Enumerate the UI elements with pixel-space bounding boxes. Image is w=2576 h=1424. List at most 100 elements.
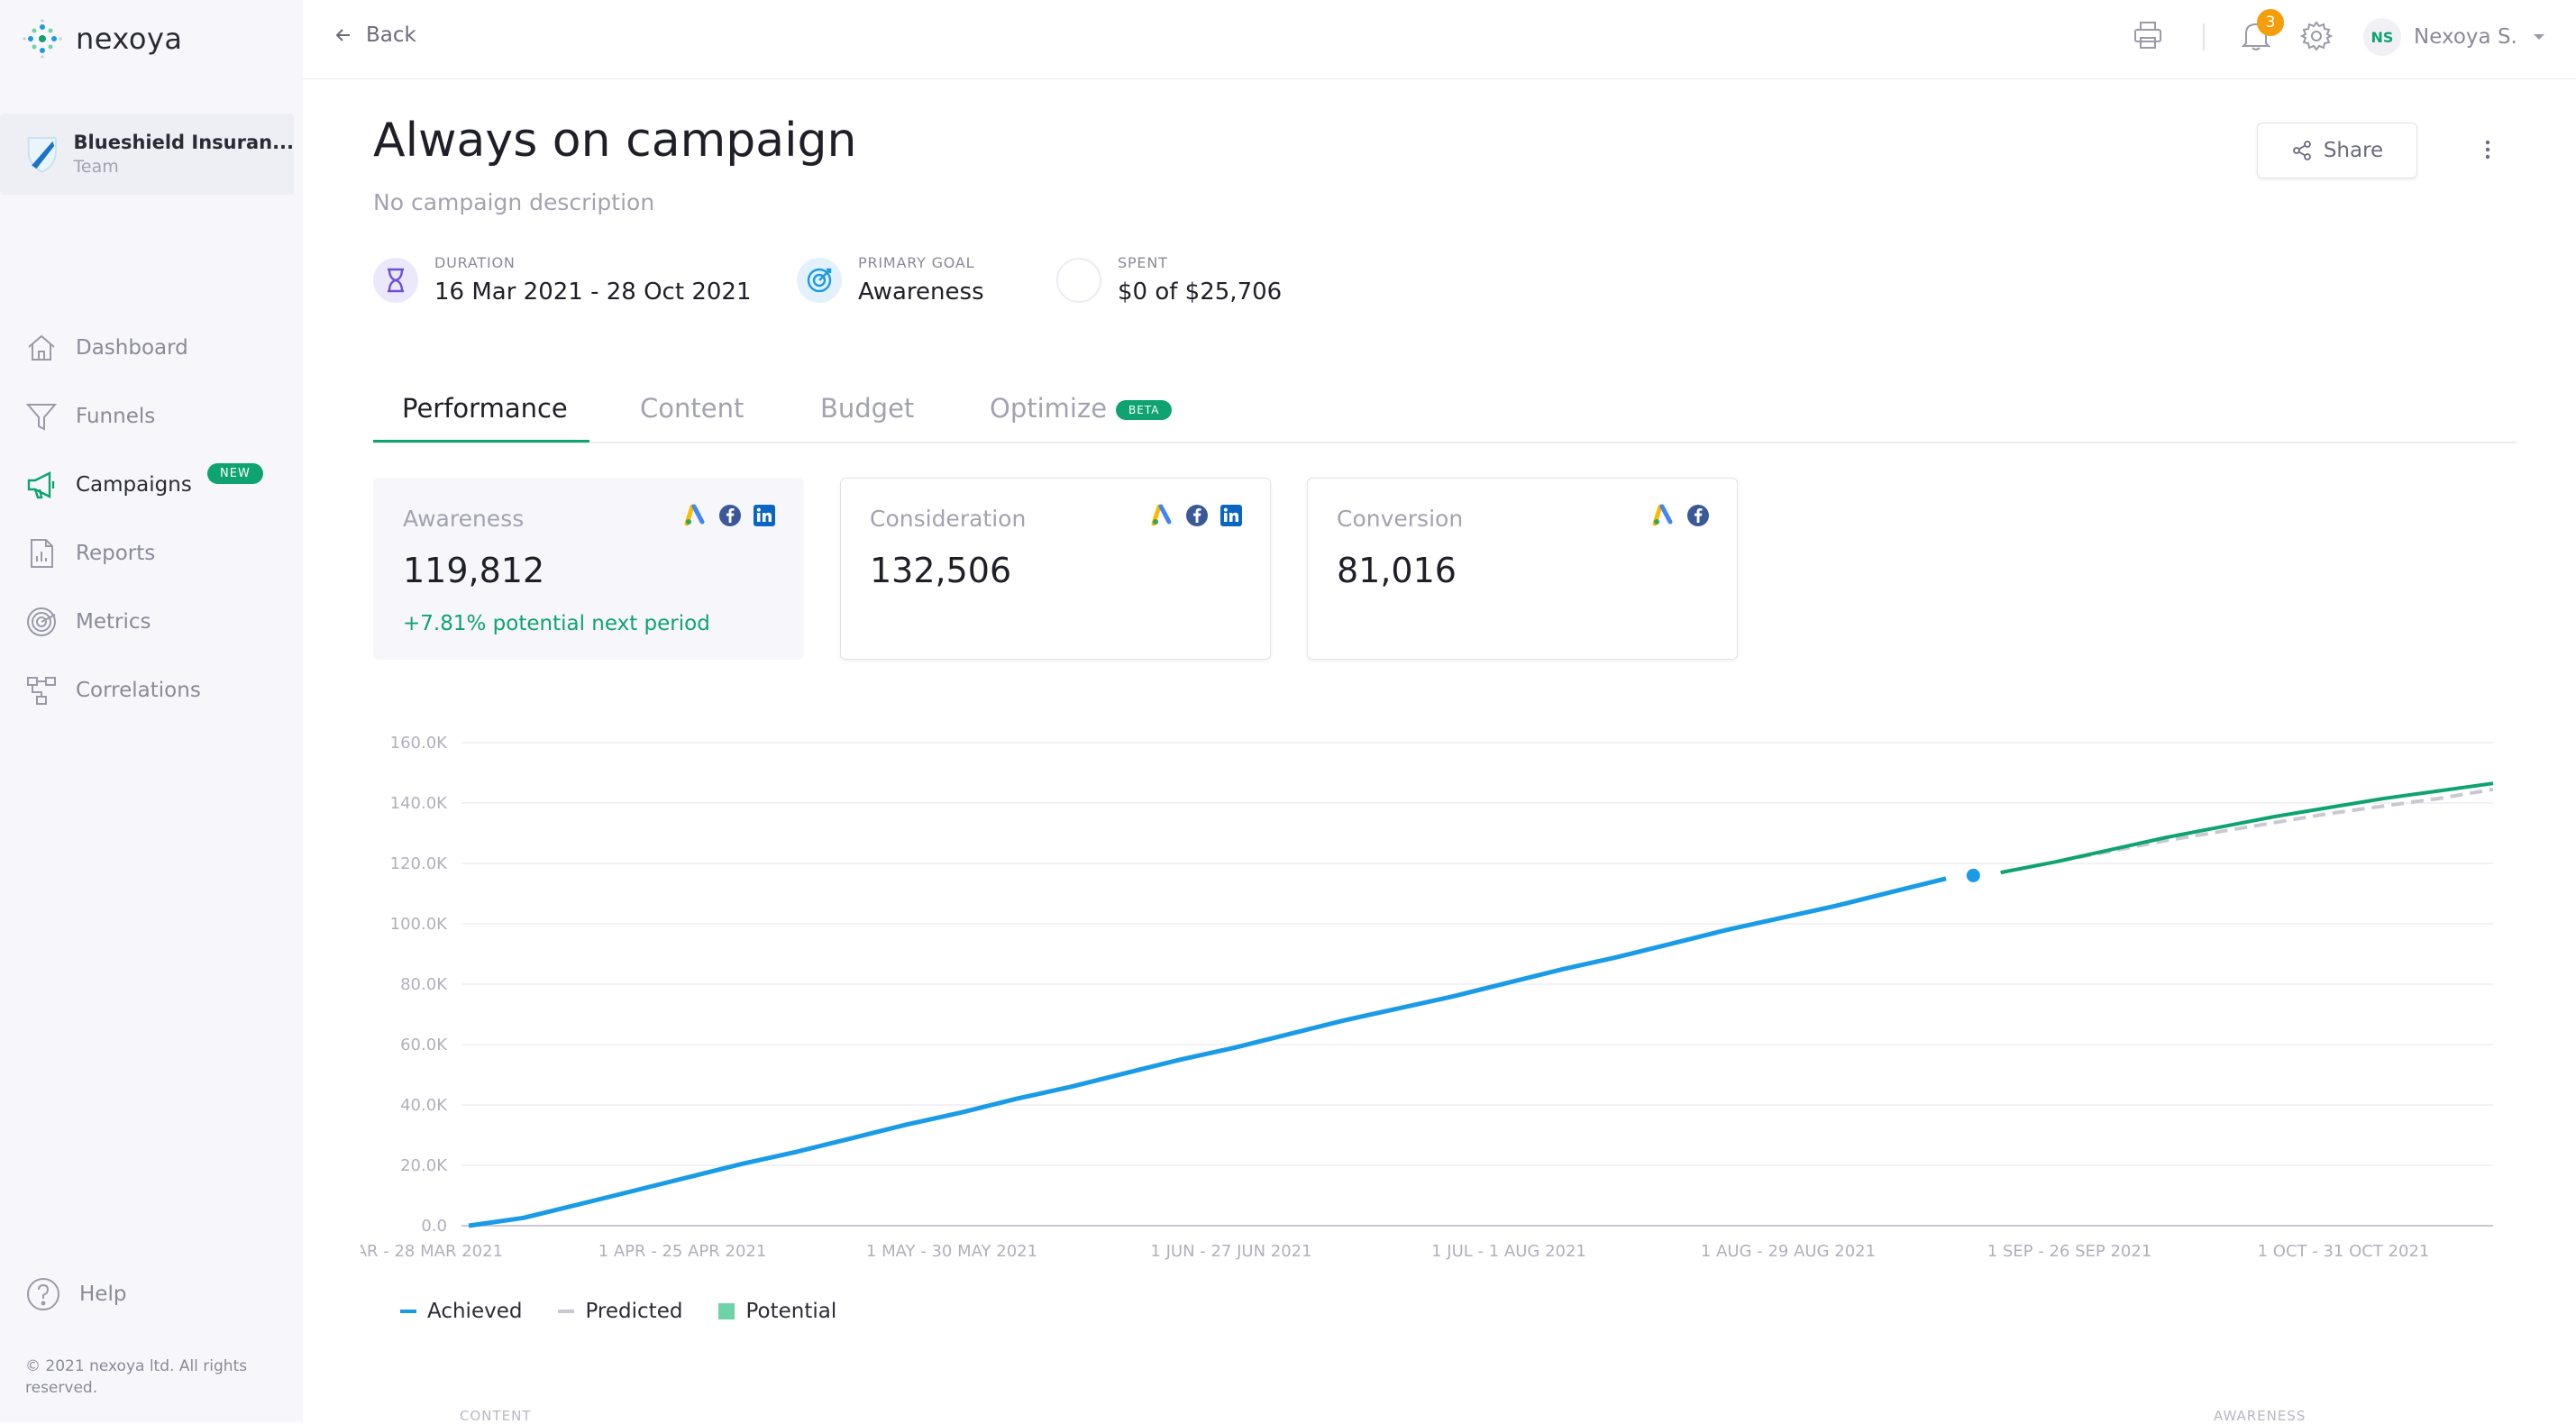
help-icon: [27, 1278, 59, 1310]
y-tick-label: 120.0K: [390, 854, 449, 873]
funnel-icon: [25, 404, 58, 431]
arrow-left-icon: [335, 29, 350, 41]
kpi-label: Awareness: [403, 506, 525, 532]
sidebar-item-reports[interactable]: Reports: [0, 519, 303, 588]
team-shield-icon: [27, 137, 57, 173]
achieved-swatch: [400, 1310, 416, 1313]
kpi-label: Consideration: [870, 506, 1027, 532]
back-button[interactable]: Back: [333, 23, 416, 47]
team-type: Team: [73, 157, 119, 177]
user-menu[interactable]: NS Nexoya S.: [2363, 18, 2548, 56]
sidebar-item-metrics[interactable]: Metrics: [0, 588, 303, 656]
user-name: Nexoya S.: [2414, 25, 2517, 49]
kpi-potential: +7.81% potential next period: [403, 612, 710, 635]
share-button[interactable]: Share: [2257, 123, 2417, 178]
settings-button[interactable]: [2299, 20, 2334, 56]
kpi-card-conversion[interactable]: Conversion 81,016: [1307, 478, 1738, 660]
x-tick-label: 1 APR - 25 APR 2021: [598, 1242, 767, 1261]
campaign-tabs: Performance Content Budget Optimize BETA: [373, 384, 2517, 443]
tab-optimize[interactable]: Optimize BETA: [990, 393, 1173, 424]
avatar: NS: [2363, 18, 2401, 56]
sidebar-item-label: Metrics: [76, 610, 151, 634]
potential-series-line: [2000, 781, 2494, 875]
kpi-value: 132,506: [870, 551, 1012, 590]
facebook-icon: [1186, 505, 1208, 526]
y-tick-label: 60.0K: [400, 1036, 448, 1054]
tab-content[interactable]: Content: [640, 393, 744, 424]
x-tick-label: 1 AUG - 29 AUG 2021: [1701, 1242, 1876, 1261]
team-switcher[interactable]: Blueshield Insuran... Team: [0, 114, 294, 195]
help-label: Help: [79, 1283, 127, 1306]
x-tick-label: 1 JUL - 1 AUG 2021: [1431, 1242, 1586, 1261]
home-icon: [28, 334, 55, 361]
channel-icons: [684, 504, 776, 527]
achieved-series-line: [468, 876, 1947, 1228]
app-logo[interactable]: nexoya: [22, 18, 182, 59]
back-label: Back: [366, 23, 416, 47]
gear-icon: [2299, 21, 2334, 51]
more-options-button[interactable]: [2480, 137, 2495, 166]
sidebar-item-label: Dashboard: [76, 336, 188, 360]
toolbar-divider: [2203, 23, 2205, 50]
campaign-description: No campaign description: [373, 189, 655, 215]
sidebar-item-label: Reports: [76, 542, 156, 565]
duration-label: DURATION: [434, 254, 516, 271]
duration-info: DURATION 16 Mar 2021 - 28 Oct 2021: [373, 254, 751, 306]
sidebar-item-correlations[interactable]: Correlations: [0, 656, 303, 725]
duration-value: 16 Mar 2021 - 28 Oct 2021: [434, 278, 752, 306]
legend-label: Achieved: [427, 1300, 523, 1323]
spent-label: SPENT: [1118, 254, 1168, 271]
legend-label: Predicted: [585, 1300, 683, 1323]
y-tick-label: 20.0K: [400, 1156, 448, 1175]
legend-item-predicted[interactable]: Predicted: [558, 1300, 682, 1323]
legend-item-achieved[interactable]: Achieved: [400, 1300, 522, 1323]
chart-legend: Achieved Predicted Potential: [400, 1300, 836, 1323]
y-tick-label: 100.0K: [390, 915, 449, 934]
kpi-card-consideration[interactable]: Consideration 132,506: [840, 478, 1271, 660]
goal-label: PRIMARY GOAL: [858, 254, 975, 271]
kpi-value: 119,812: [403, 551, 545, 590]
top-bar: Back: [303, 0, 2576, 79]
sidebar-item-campaigns[interactable]: Campaigns NEW: [0, 451, 303, 519]
channel-icons: [1151, 504, 1243, 527]
predicted-swatch: [558, 1310, 575, 1313]
more-vertical-icon: [2485, 140, 2490, 160]
legend-item-potential[interactable]: Potential: [718, 1300, 836, 1323]
sidebar-item-funnels[interactable]: Funnels: [0, 382, 303, 451]
goal-value: Awareness: [858, 278, 984, 306]
copyright: © 2021 nexoya ltd. All rights reserved.: [25, 1357, 248, 1397]
print-button[interactable]: [2133, 20, 2163, 54]
spent-info: SPENT $0 of $25,706: [1056, 254, 1282, 306]
x-tick-label: 1 MAR - 28 MAR 2021: [361, 1242, 503, 1261]
potential-swatch: [718, 1303, 735, 1319]
help-link[interactable]: Help: [25, 1276, 126, 1312]
performance-chart: 0.0 20.0K 40.0K 60.0K 80.0K 100.0K 120.0K 140.0…: [361, 734, 2494, 1261]
target-icon: [797, 257, 842, 303]
megaphone-icon: [27, 471, 55, 499]
y-tick-label: 0.0: [421, 1217, 447, 1236]
primary-goal-info: PRIMARY GOAL Awareness: [797, 254, 984, 306]
sidebar-item-dashboard[interactable]: Dashboard: [0, 314, 303, 382]
y-tick-label: 80.0K: [400, 975, 448, 994]
notifications-button[interactable]: 3: [2241, 9, 2284, 56]
tab-budget[interactable]: Budget: [820, 393, 915, 424]
share-label: Share: [2323, 139, 2384, 162]
active-tab-indicator: [373, 440, 589, 443]
printer-icon: [2134, 22, 2161, 49]
tab-optimize-label: Optimize: [990, 393, 1108, 424]
notification-count-badge: 3: [2257, 9, 2284, 36]
nexoya-logo-icon: [23, 19, 62, 59]
channel-icons: [1652, 504, 1710, 527]
new-badge: NEW: [207, 462, 263, 484]
sidebar-item-label: Correlations: [76, 679, 201, 702]
kpi-card-awareness[interactable]: Awareness 119,812 +7.81% potential next …: [373, 478, 804, 660]
y-tick-label: 40.0K: [400, 1096, 448, 1115]
tab-performance[interactable]: Performance: [402, 393, 568, 424]
sidebar: nexoya Blueshield Insuran... Team Dashbo…: [0, 0, 303, 1422]
x-tick-label: 1 OCT - 31 OCT 2021: [2258, 1242, 2430, 1261]
x-tick-label: 1 SEP - 26 SEP 2021: [1987, 1242, 2152, 1261]
linkedin-icon: [754, 505, 775, 526]
content-section-label: CONTENT: [460, 1408, 532, 1424]
x-tick-label: 1 MAY - 30 MAY 2021: [866, 1242, 1037, 1261]
google-ads-icon: [684, 504, 705, 526]
